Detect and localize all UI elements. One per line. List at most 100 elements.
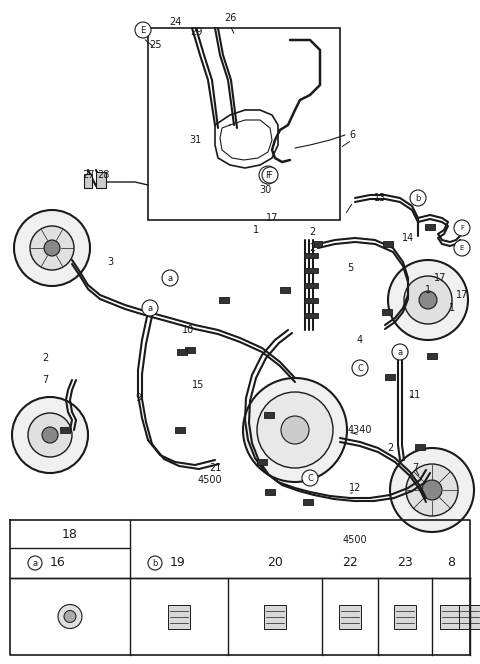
Circle shape [392,344,408,360]
Circle shape [281,416,309,444]
Text: a: a [168,274,173,282]
Circle shape [243,378,347,482]
Circle shape [58,604,82,629]
Circle shape [42,427,58,443]
Bar [385,374,395,380]
Circle shape [404,276,452,324]
Circle shape [262,167,278,183]
Text: 1: 1 [425,285,431,295]
Circle shape [64,610,76,623]
Text: 19: 19 [170,556,186,570]
Bar [383,241,393,247]
Text: E: E [460,245,464,251]
Text: a: a [33,558,37,568]
Bar [177,349,187,355]
Circle shape [390,448,474,532]
Bar [304,297,318,303]
Text: 31: 31 [189,135,201,145]
Text: F: F [265,171,270,179]
Bar [304,313,318,317]
FancyBboxPatch shape [459,604,480,629]
Bar [427,353,437,359]
Text: 4: 4 [357,335,363,345]
Text: 4500: 4500 [343,535,367,545]
Bar [148,28,340,220]
Text: F: F [460,225,464,231]
Text: 22: 22 [342,556,358,570]
Text: 20: 20 [267,556,283,570]
Text: 5: 5 [347,263,353,273]
FancyBboxPatch shape [264,604,286,629]
Text: 23: 23 [397,556,413,570]
Text: 17: 17 [456,290,468,300]
Text: a: a [147,303,153,313]
FancyBboxPatch shape [394,604,416,629]
Bar [219,297,229,303]
FancyBboxPatch shape [339,604,361,629]
Text: 9: 9 [135,393,141,403]
Text: 30: 30 [259,185,271,195]
Bar [304,282,318,288]
Text: C: C [307,473,313,483]
Circle shape [28,413,72,457]
FancyBboxPatch shape [440,604,462,629]
Bar [312,241,322,247]
Bar [175,427,185,433]
Text: 16: 16 [50,556,66,570]
Text: 12: 12 [349,483,361,493]
Text: 11: 11 [409,390,421,400]
Text: a: a [397,347,403,357]
Bar [304,268,318,272]
Bar [185,347,195,353]
Text: 2: 2 [309,243,315,253]
Text: 7: 7 [412,463,418,473]
Text: 15: 15 [192,380,204,390]
Text: 25: 25 [149,40,161,50]
Bar [265,489,275,495]
Bar [304,252,318,258]
Circle shape [135,22,151,38]
Bar [257,459,267,465]
Text: 17: 17 [434,273,446,283]
Circle shape [406,464,458,516]
Text: F: F [267,171,273,179]
Text: 2: 2 [42,353,48,363]
Circle shape [388,260,468,340]
Text: 28: 28 [97,170,109,180]
Text: b: b [415,193,420,203]
Text: 14: 14 [402,233,414,243]
Circle shape [142,300,158,316]
Circle shape [14,210,90,286]
Text: 10: 10 [182,325,194,335]
Text: 3: 3 [107,257,113,267]
Circle shape [259,166,277,184]
Bar [382,309,392,315]
Circle shape [30,226,74,270]
Bar [425,224,435,230]
Text: 4500: 4500 [198,475,222,485]
Circle shape [148,556,162,570]
Circle shape [352,360,368,376]
Bar [264,412,274,418]
Bar [415,444,425,450]
Bar [96,172,106,188]
Text: C: C [357,363,363,373]
Text: 2: 2 [309,227,315,237]
Circle shape [12,397,88,473]
Text: 4340: 4340 [348,425,372,435]
FancyBboxPatch shape [168,604,190,629]
Circle shape [454,240,470,256]
Text: 1: 1 [449,303,455,313]
Bar [60,427,70,433]
Text: b: b [152,558,158,568]
Text: 2: 2 [387,443,393,453]
Circle shape [422,480,442,500]
Circle shape [419,291,437,309]
Text: 7: 7 [42,375,48,385]
Text: 17: 17 [266,213,278,223]
Text: 26: 26 [224,13,236,23]
Circle shape [162,270,178,286]
Circle shape [454,220,470,236]
Circle shape [44,240,60,256]
Text: 1: 1 [253,225,259,235]
